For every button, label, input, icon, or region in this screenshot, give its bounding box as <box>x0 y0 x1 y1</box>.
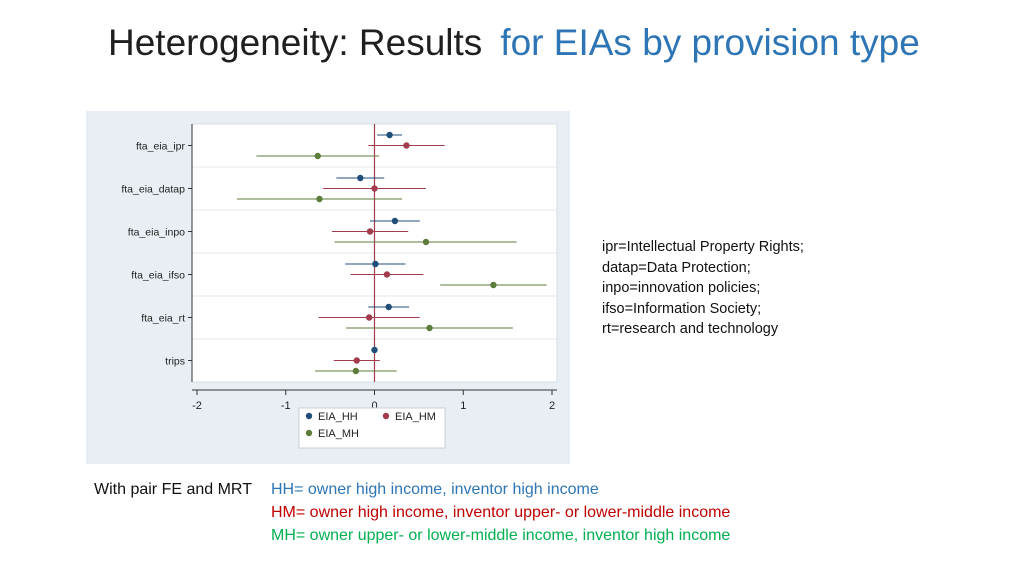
data-point <box>422 238 430 246</box>
y-category-label: fta_eia_datap <box>121 184 185 196</box>
data-point <box>385 303 392 311</box>
coefficient-plot: -2 -1 0 1 2 fta_eia_ipr fta_eia_datap fta_eia_i… <box>121 123 558 449</box>
x-tick-label: 2 <box>549 400 555 412</box>
footer-hm: HM= owner high income, inventor upper- o… <box>271 504 731 521</box>
chart-panel: -2 -1 0 1 2 fta_eia_ipr fta_eia_datap fta_eia_i… <box>86 111 570 464</box>
data-point <box>391 217 399 225</box>
footer-hh: HH= owner high income, inventor high inc… <box>271 481 599 498</box>
legend-label: EIA_HM <box>395 411 436 423</box>
data-point <box>383 271 391 278</box>
data-point <box>365 314 373 321</box>
legend-marker <box>305 429 313 437</box>
legend-box <box>298 407 446 449</box>
x-tick-label: 1 <box>460 400 466 412</box>
abbrev-rt: rt=research and technology <box>602 321 779 338</box>
y-category-label: trips <box>165 356 185 368</box>
title-accent: for EIAs by provision type <box>500 22 920 63</box>
footer-prefix: With pair FE and MRT <box>94 481 252 498</box>
x-tick-label: -2 <box>192 400 202 412</box>
abbrev-ifso: ifso=Information Society; <box>602 300 762 317</box>
data-point <box>426 324 433 332</box>
data-point <box>403 142 410 149</box>
data-point <box>353 357 360 364</box>
x-tick-label: -1 <box>281 400 291 412</box>
y-category-label: fta_eia_rt <box>141 313 185 325</box>
legend-label: EIA_MH <box>318 428 359 440</box>
data-point <box>386 131 393 139</box>
legend-label: EIA_HH <box>318 411 358 423</box>
data-point <box>371 346 378 354</box>
data-point <box>490 281 497 289</box>
legend-marker <box>382 412 390 420</box>
data-point <box>314 152 321 160</box>
data-point <box>366 228 374 235</box>
data-point <box>352 367 360 375</box>
x-tick-label: 0 <box>371 400 377 412</box>
footer-mh: MH= owner upper- or lower-middle income,… <box>271 527 731 544</box>
abbreviation-list: ipr=Intellectual Property Rights; datap=… <box>602 237 804 340</box>
page-title: Heterogeneity: Results for EIAs by provis… <box>108 22 920 64</box>
data-point <box>357 174 364 182</box>
abbrev-ipr: ipr=Intellectual Property Rights; <box>602 239 804 255</box>
y-category-label: fta_eia_ifso <box>131 270 185 282</box>
title-main: Heterogeneity: Results <box>108 22 483 63</box>
abbrev-datap: datap=Data Protection; <box>602 259 751 276</box>
y-category-label: fta_eia_ipr <box>136 141 186 153</box>
y-category-label: fta_eia_inpo <box>128 227 185 239</box>
abbrev-inpo: inpo=innovation policies; <box>602 280 761 297</box>
data-point <box>372 260 379 268</box>
data-point <box>316 195 323 203</box>
data-point <box>371 185 378 192</box>
legend-marker <box>305 412 313 420</box>
